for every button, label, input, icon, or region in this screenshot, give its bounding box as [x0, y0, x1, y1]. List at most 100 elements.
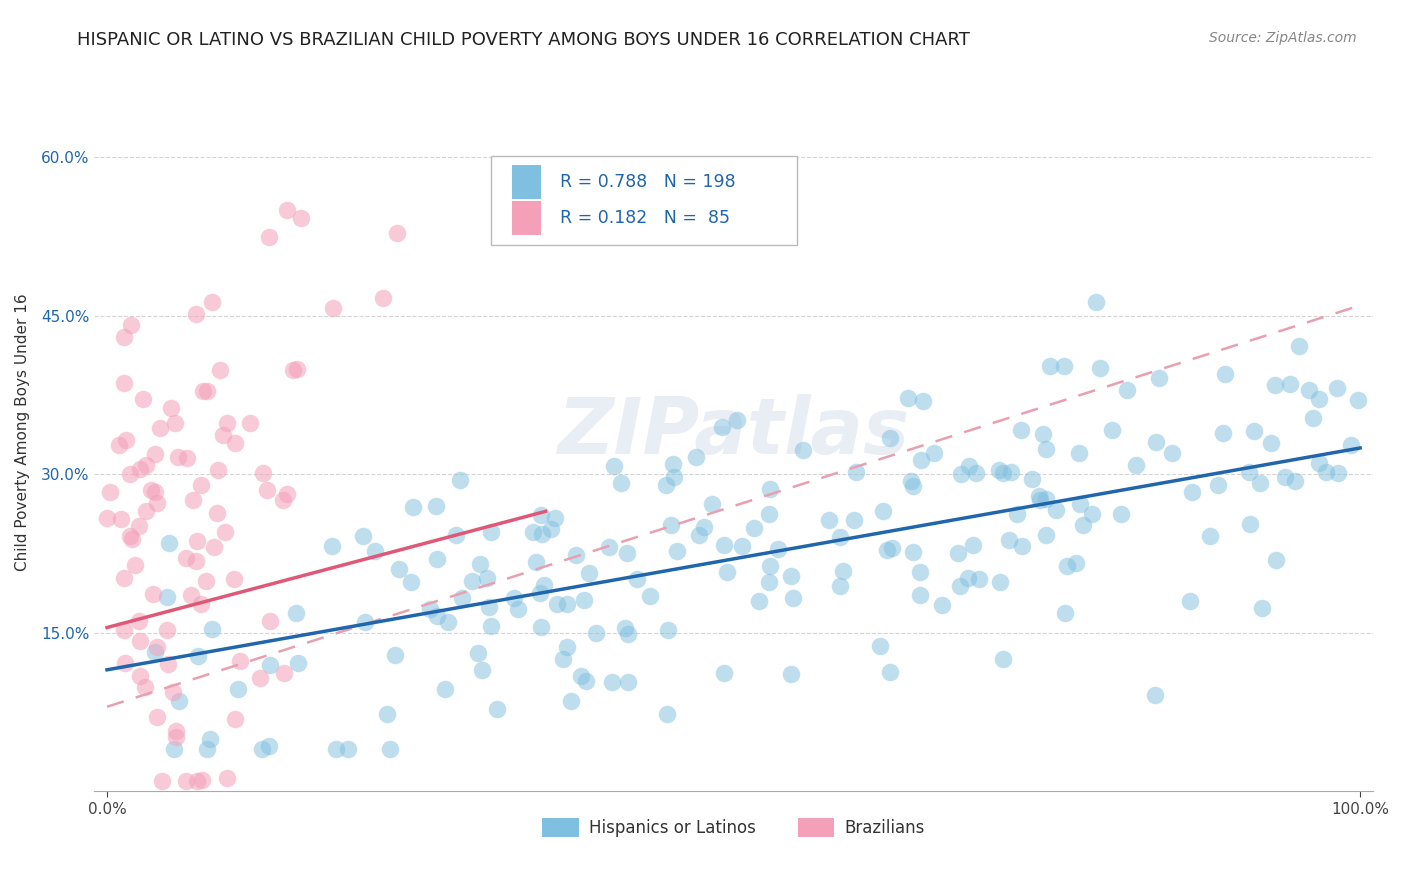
Point — [228, 655, 250, 669]
Point — [160, 401, 183, 416]
Point — [617, 675, 640, 690]
Point — [742, 521, 765, 535]
Point — [195, 384, 218, 398]
Point — [1064, 556, 1087, 570]
Point — [468, 557, 491, 571]
Point — [1243, 425, 1265, 439]
Point — [553, 651, 575, 665]
Point — [121, 532, 143, 546]
Point — [688, 528, 710, 542]
Point — [640, 589, 662, 603]
Point — [1005, 507, 1028, 521]
Point — [259, 230, 281, 244]
Point — [437, 615, 460, 629]
Point — [388, 561, 411, 575]
Point — [1021, 472, 1043, 486]
Point — [759, 559, 782, 574]
Point — [118, 467, 141, 481]
Point — [1181, 485, 1204, 500]
Point — [120, 529, 142, 543]
Point — [352, 529, 374, 543]
Point — [903, 545, 925, 559]
Point — [1035, 442, 1057, 456]
Point — [727, 412, 749, 426]
Point — [1206, 478, 1229, 492]
Point — [1032, 426, 1054, 441]
Point — [163, 416, 186, 430]
Point — [1000, 465, 1022, 479]
Point — [1264, 378, 1286, 392]
Point — [112, 376, 135, 391]
Point — [659, 517, 682, 532]
Point — [1011, 539, 1033, 553]
Point — [181, 493, 204, 508]
Point — [560, 694, 582, 708]
Point — [107, 438, 129, 452]
Point — [1340, 437, 1362, 451]
Point — [157, 536, 180, 550]
Point — [259, 657, 281, 672]
Point — [1029, 493, 1052, 508]
Point — [176, 450, 198, 465]
Point — [988, 574, 1011, 589]
Point — [485, 701, 508, 715]
Text: Source: ZipAtlas.com: Source: ZipAtlas.com — [1209, 31, 1357, 45]
Point — [1288, 339, 1310, 353]
Point — [281, 362, 304, 376]
Point — [1213, 367, 1236, 381]
Point — [522, 525, 544, 540]
Point — [129, 462, 152, 476]
Point — [467, 646, 489, 660]
Point — [165, 723, 187, 738]
Point — [957, 458, 980, 473]
Text: R = 0.788   N = 198: R = 0.788 N = 198 — [560, 173, 735, 191]
Point — [896, 391, 918, 405]
Point — [782, 591, 804, 605]
Point — [780, 667, 803, 681]
Point — [385, 227, 408, 241]
Point — [96, 510, 118, 524]
Point — [112, 330, 135, 344]
Text: ZIPatlas: ZIPatlas — [557, 394, 910, 470]
Point — [285, 362, 308, 376]
Point — [187, 648, 209, 663]
Point — [912, 394, 935, 409]
Point — [1212, 425, 1234, 440]
Point — [1278, 377, 1301, 392]
Point — [544, 511, 567, 525]
Point — [222, 573, 245, 587]
Point — [224, 435, 246, 450]
Point — [1315, 465, 1337, 479]
Point — [1045, 503, 1067, 517]
Point — [110, 512, 132, 526]
Point — [1010, 423, 1032, 437]
Point — [139, 483, 162, 497]
Point — [217, 771, 239, 785]
Point — [530, 508, 553, 522]
Point — [1028, 489, 1050, 503]
Point — [207, 463, 229, 477]
Point — [134, 681, 156, 695]
Point — [209, 362, 232, 376]
Point — [711, 419, 734, 434]
Point — [191, 384, 214, 398]
Point — [214, 525, 236, 540]
Point — [114, 434, 136, 448]
Point — [426, 609, 449, 624]
Point — [924, 446, 946, 460]
Point — [882, 541, 904, 556]
Point — [598, 540, 620, 554]
Point — [869, 639, 891, 653]
Point — [1056, 558, 1078, 573]
Point — [1053, 359, 1076, 373]
Point — [252, 466, 274, 480]
Point — [828, 531, 851, 545]
Point — [273, 493, 295, 508]
Point — [1347, 393, 1369, 408]
Point — [375, 707, 398, 722]
Point — [156, 657, 179, 671]
Point — [149, 421, 172, 435]
Point — [987, 463, 1010, 477]
Point — [610, 476, 633, 491]
Point — [716, 566, 738, 580]
